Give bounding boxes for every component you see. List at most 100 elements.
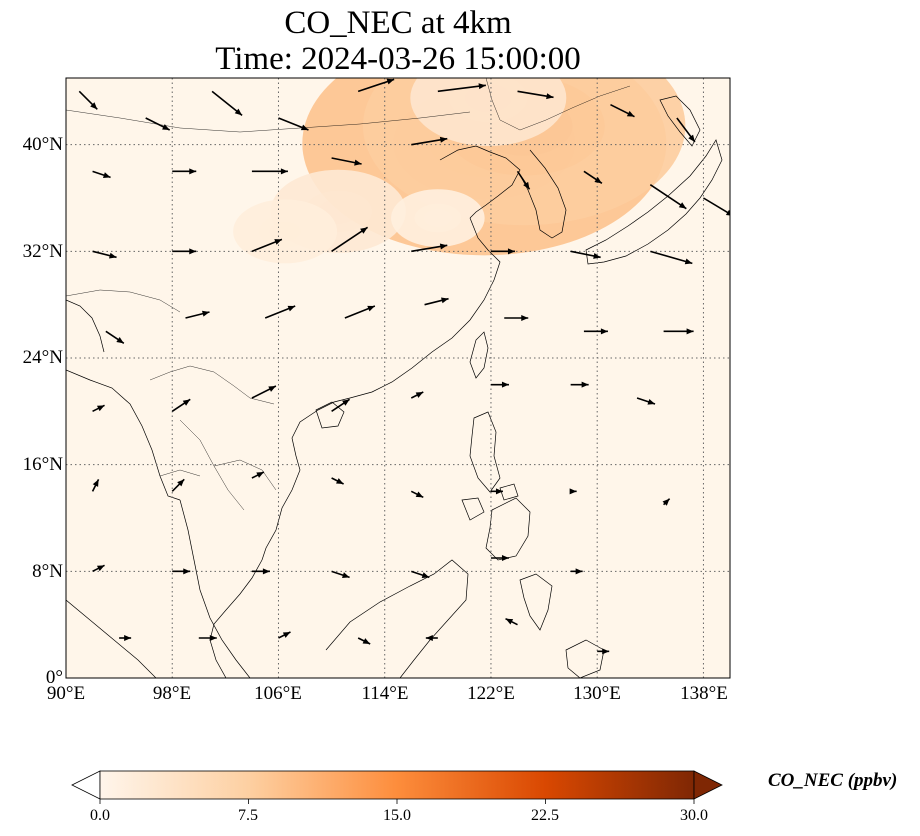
wind-vector-head (439, 136, 448, 143)
wind-vector-head (335, 478, 344, 484)
co-hotspot (233, 199, 338, 264)
wind-vector-head (102, 172, 111, 178)
wind-vector-head (202, 310, 210, 317)
coastlines (66, 95, 723, 678)
wind-vector-head (600, 328, 608, 335)
wind-vector-head (90, 102, 98, 110)
wind-vector-head (262, 568, 270, 575)
wind-vector-head (182, 399, 191, 406)
myanmar-coastline (66, 369, 181, 501)
wind-vector-head (662, 498, 670, 506)
luzon-coastline (469, 411, 501, 493)
lat-tick-label: 8°N (32, 561, 63, 582)
japan-north (659, 95, 701, 147)
wind-vector-head (495, 488, 503, 495)
wind-vector-head (421, 572, 430, 578)
wind-vector-head (581, 381, 589, 388)
colorbar-tick-label: 15.0 (383, 807, 411, 824)
wind-vector-head (360, 227, 368, 234)
colorbar-extend-max (693, 770, 723, 800)
indochina-coastline (209, 559, 263, 678)
wind-vector-head (594, 176, 602, 184)
wind-vector-head (678, 202, 687, 209)
wind-vector-head (386, 78, 395, 85)
lon-tick-label: 114°E (361, 683, 409, 704)
wind-vector-head (300, 124, 309, 131)
wind-vector-head (523, 181, 530, 190)
wind-vector-head (575, 568, 583, 575)
korea-coastline (519, 149, 567, 239)
lat-tick-label: 16°N (22, 454, 63, 475)
wind-vector-head (626, 110, 635, 117)
lon-tick-label: 138°E (680, 683, 728, 704)
wind-vector-head (342, 572, 350, 578)
wind-vector-head (234, 108, 243, 116)
wind-vector-head (425, 635, 433, 641)
mindoro-visayas (461, 483, 519, 521)
wind-vector-head (593, 253, 601, 259)
malay-peninsula (179, 499, 251, 678)
wind-vector-head (507, 248, 515, 255)
bay-of-bengal-coast (66, 299, 105, 353)
co-hotspot (391, 189, 485, 247)
lon-tick-label: 106°E (254, 683, 302, 704)
wind-vector-head (268, 386, 276, 392)
wind-vectors (78, 78, 730, 655)
wind-vector-head (183, 568, 191, 575)
taiwan-coastline (469, 331, 489, 379)
wind-vector-head (116, 336, 124, 344)
japan-coastline (585, 139, 723, 265)
lon-tick-label: 130°E (573, 683, 621, 704)
colorbar-extend-min (71, 770, 101, 800)
wind-vector-head (569, 488, 577, 495)
colorbar-gradient (99, 770, 695, 800)
wind-vector-head (274, 239, 282, 245)
lon-tick-label: 122°E (467, 683, 515, 704)
colorbar-tick-label: 30.0 (680, 807, 708, 824)
wind-vector-head (96, 565, 105, 572)
wind-vector-head (684, 258, 693, 265)
wind-vector-head (109, 252, 117, 259)
wind-vector-head (688, 134, 695, 142)
wind-vector-head (287, 305, 296, 312)
lat-tick-label: 32°N (22, 241, 63, 262)
wind-vector-head (367, 305, 375, 312)
wind-vector-head (441, 297, 449, 304)
wind-vector-head (92, 479, 99, 487)
wind-vector-head (647, 398, 656, 405)
lat-tick-label: 24°N (22, 347, 63, 368)
gridlines (66, 78, 730, 678)
philippines-south (485, 497, 531, 561)
wind-vector-shaft (649, 184, 687, 210)
wind-vector-head (546, 93, 554, 100)
wind-vector-head (124, 635, 132, 641)
new-guinea-west (565, 639, 605, 678)
wind-vector-head (415, 392, 424, 398)
lon-tick-label: 90°E (46, 683, 86, 704)
wind-vector-head (189, 168, 197, 175)
wind-vector-head (177, 479, 185, 487)
wind-vector-head (282, 632, 291, 638)
wind-vector-head (439, 243, 448, 250)
wind-vector-head (342, 399, 350, 406)
map-subtitle-time: Time: 2024-03-26 15:00:00 (215, 41, 581, 77)
china-coastline (261, 217, 501, 561)
borneo-coastline (325, 559, 469, 678)
map-title: CO_NEC at 4km (284, 5, 512, 41)
wind-vector-head (686, 328, 694, 335)
co-concentration-layer (233, 78, 686, 264)
wind-vector-head (501, 381, 509, 388)
wind-vector-head (521, 315, 529, 321)
wind-vector-head (256, 472, 264, 478)
wind-vector-head (362, 638, 371, 644)
wind-vector-head (280, 168, 288, 175)
wind-vector-head (478, 83, 486, 90)
wind-vector-head (602, 648, 610, 655)
colorbar-tick-label: 0.0 (90, 807, 110, 824)
wind-vector-head (354, 159, 362, 166)
lon-tick-label: 98°E (152, 683, 192, 704)
wind-vector-shaft (650, 250, 693, 265)
wind-vector-head (725, 209, 730, 216)
wind-vector-head (501, 555, 509, 561)
